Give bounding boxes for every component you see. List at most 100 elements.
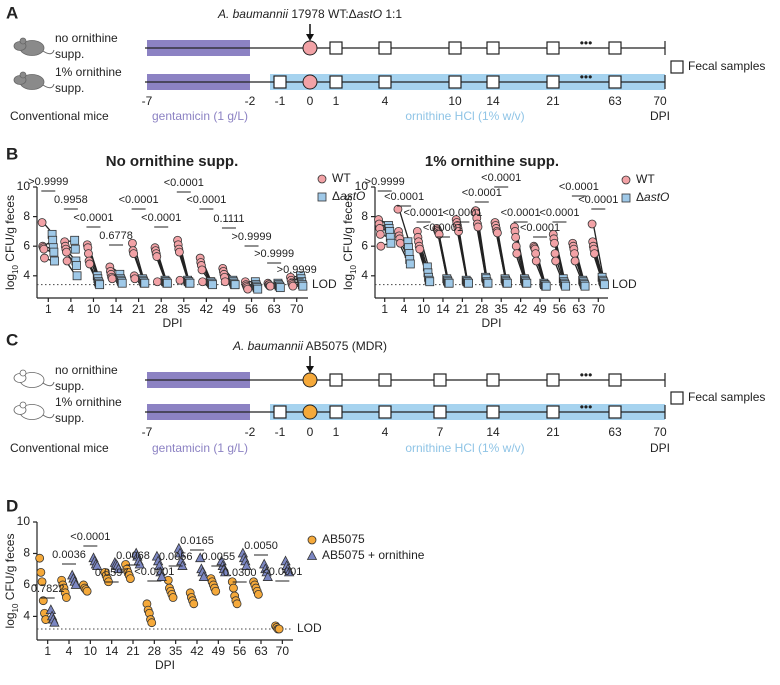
y-axis-label-part: 10 [349, 265, 358, 274]
p-value: <0.0001 [481, 172, 521, 184]
y-tick-label: 6 [361, 238, 368, 252]
x-tick-label: 1 [381, 302, 388, 316]
circle-marker [434, 229, 444, 239]
timeline-title-part: A. baumannii [232, 339, 303, 353]
p-value: <0.0001 [559, 181, 599, 193]
y-axis-label-part: CFU/g feces [3, 534, 17, 604]
day-label: 7 [437, 425, 444, 439]
mouse-tail [42, 413, 55, 419]
square-marker [230, 280, 240, 290]
circle-marker [198, 277, 207, 287]
circle-marker [376, 241, 386, 251]
x-tick-label: 28 [155, 302, 169, 316]
x-tick-label: 70 [276, 644, 290, 658]
mouse-tail [42, 49, 55, 55]
x-tick-label: 56 [245, 302, 259, 316]
day-label: 10 [448, 94, 462, 108]
x-tick-label: 21 [456, 302, 470, 316]
x-tick-label: 14 [105, 644, 119, 658]
p-value: 0.7822 [31, 583, 65, 595]
square-marker [117, 278, 127, 288]
day-label: 1 [333, 425, 340, 439]
circle-marker [375, 229, 385, 239]
x-tick-label: 63 [267, 302, 281, 316]
circle-marker [125, 574, 135, 584]
mouse-icon [13, 369, 55, 388]
fecal-sample [448, 75, 462, 89]
circle-marker [197, 265, 207, 275]
p-value: <0.0001 [520, 222, 560, 234]
x-tick-label: 49 [212, 644, 226, 658]
fecal-sample [546, 405, 560, 419]
x-tick-label: 49 [533, 302, 547, 316]
panel-label: A [6, 3, 18, 22]
x-tick-label: 70 [592, 302, 606, 316]
mouse-ear [19, 71, 27, 79]
cohort-label: Conventional mice [10, 441, 109, 455]
x-tick-label: 56 [553, 302, 567, 316]
circle-marker [570, 256, 580, 266]
triangle-marker [219, 566, 231, 577]
p-value: >0.9999 [277, 264, 317, 276]
p-value: >0.9999 [365, 176, 405, 188]
circle-marker [130, 274, 140, 284]
legend-label: ΔastO [332, 189, 365, 203]
p-value: 0.0597 [95, 567, 129, 579]
circle-marker [274, 624, 284, 634]
square-marker [140, 278, 150, 288]
square-marker [405, 259, 415, 269]
circle-marker [84, 249, 93, 259]
x-tick-label: 10 [84, 644, 98, 658]
fecal-sample [273, 405, 287, 419]
timeline-title-part: A. baumannii [217, 7, 288, 21]
day-label: -2 [245, 94, 256, 108]
y-tick-label: 8 [23, 209, 30, 223]
mouse-ear [19, 369, 27, 377]
antibiotic-label: gentamicin (1 g/L) [152, 441, 248, 455]
circle-marker [229, 583, 238, 593]
mouse-tail [42, 381, 55, 387]
circle-marker [415, 244, 425, 254]
row-label: 1% ornithine [55, 395, 122, 409]
triangle-marker [195, 552, 206, 563]
circle-marker [62, 247, 71, 257]
circle-marker [38, 596, 48, 606]
day-label: 21 [546, 94, 560, 108]
circle-marker [147, 618, 157, 628]
fecal-sample [433, 405, 447, 419]
square-marker [275, 283, 285, 293]
pair-line [398, 209, 410, 242]
infection-dot [302, 40, 318, 56]
x-tick-label: 4 [401, 302, 408, 316]
circle-marker [393, 204, 403, 214]
legend-label: Fecal samples [688, 390, 765, 404]
circle-marker [570, 249, 579, 259]
y-axis-label-part: log [3, 274, 17, 290]
day-label: 1 [333, 94, 340, 108]
fecal-sample [329, 75, 343, 89]
day-label: -7 [142, 425, 153, 439]
circle-marker [587, 219, 597, 229]
row-label: supp. [55, 81, 84, 95]
square-marker [561, 281, 571, 291]
square-marker [185, 278, 195, 288]
day-label: -2 [245, 425, 256, 439]
x-tick-label: 70 [290, 302, 304, 316]
p-value: 0.0300 [223, 567, 257, 579]
x-axis-label: DPI [481, 316, 501, 330]
ellipsis: ••• [580, 36, 593, 50]
fecal-sample [378, 405, 392, 419]
fecal-sample [329, 373, 343, 387]
y-tick-label: 4 [23, 609, 30, 623]
p-value: <0.0001 [501, 207, 541, 219]
legend-label-part: WT [636, 172, 655, 186]
timeline-title-part: 1:1 [382, 7, 402, 21]
x-tick-label: 28 [475, 302, 489, 316]
square-marker [50, 256, 59, 266]
legend-label-part: Δ [636, 190, 644, 204]
p-value: >0.9999 [254, 248, 294, 260]
p-value: 0.0050 [244, 540, 278, 552]
fecal-sample [486, 75, 500, 89]
circle-marker [211, 586, 221, 596]
